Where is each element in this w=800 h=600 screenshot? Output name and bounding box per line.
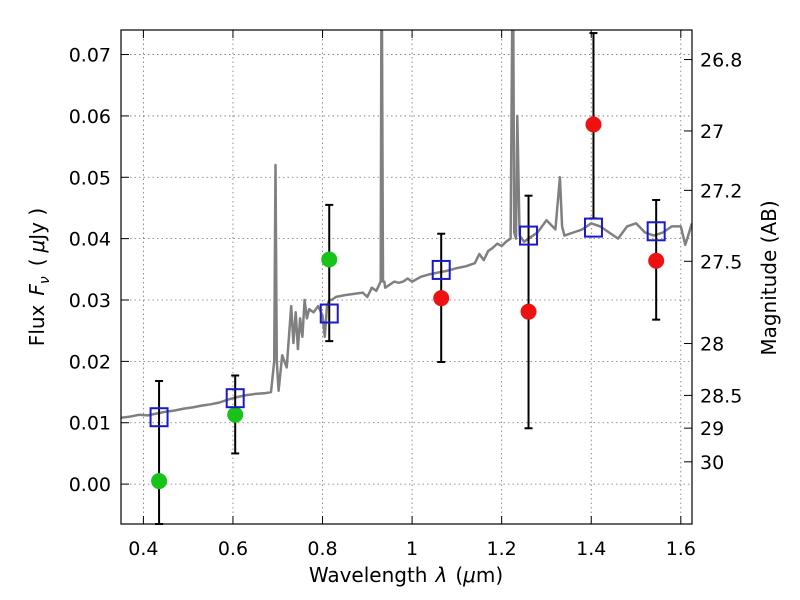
- red-marker: [648, 252, 665, 269]
- model-box: [319, 303, 339, 324]
- model-box: [225, 388, 245, 409]
- y2-tick-label: 27.2: [700, 180, 742, 202]
- plot-area: [121, 30, 692, 524]
- y2-tick-label: 29: [700, 418, 724, 440]
- y-tick-label: 0.07: [69, 45, 111, 67]
- red-marker: [520, 303, 537, 320]
- y-axis-title: FluxFν(μJy ): [25, 208, 53, 346]
- y2-tick-label: 27: [700, 121, 724, 143]
- x-tick-label: 1.2: [487, 538, 517, 560]
- model-box: [519, 225, 539, 246]
- x-tick-label: 1: [406, 538, 418, 560]
- x-tick-label: 0.4: [128, 538, 158, 560]
- y2-axis-title: Magnitude (AB): [757, 200, 781, 355]
- green-marker: [321, 251, 338, 268]
- y-tick-label: 0.03: [69, 290, 111, 312]
- x-tick-label: 1.6: [666, 538, 696, 560]
- green-marker: [227, 406, 244, 423]
- y-tick-label: 0.01: [69, 413, 111, 435]
- y-ticks: 0.00 0.01 0.02 0.03 0.04 0.05 0.06 0.07: [69, 45, 129, 496]
- y2-tick-label: 30: [700, 452, 724, 474]
- y2-tick-label: 26.8: [700, 50, 742, 72]
- y-tick-label: 0.05: [69, 167, 111, 189]
- plot-frame: [120, 29, 693, 525]
- data-markers: [151, 116, 665, 490]
- model-boxes: [149, 217, 666, 428]
- y-tick-label: 0.04: [69, 229, 111, 251]
- red-marker: [433, 290, 450, 307]
- y-tick-label: 0.02: [69, 351, 111, 373]
- y2-tick-label: 27.5: [700, 251, 742, 273]
- y2-tick-label: 28: [700, 334, 724, 356]
- x-tick-label: 0.6: [218, 538, 248, 560]
- green-marker: [151, 473, 168, 490]
- y2-ticks: 26.8 27 27.2 27.5 28 28.5 29 30: [684, 50, 742, 474]
- x-ticks: 0.4 0.6 0.8 1 1.2 1.4 1.6: [128, 30, 696, 560]
- x-tick-label: 1.4: [576, 538, 606, 560]
- y-tick-label: 0.06: [69, 106, 111, 128]
- model-box: [431, 259, 451, 280]
- model-box: [646, 221, 666, 242]
- red-marker: [585, 116, 602, 133]
- y-tick-label: 0.00: [69, 474, 111, 496]
- x-tick-label: 0.8: [307, 538, 337, 560]
- model-box: [583, 217, 603, 238]
- x-axis-title: Wavelength λ (μm): [309, 563, 503, 587]
- y2-tick-label: 28.5: [700, 385, 742, 407]
- spectrum-line: [121, 30, 692, 420]
- grid: [121, 30, 692, 524]
- model-box: [149, 407, 169, 428]
